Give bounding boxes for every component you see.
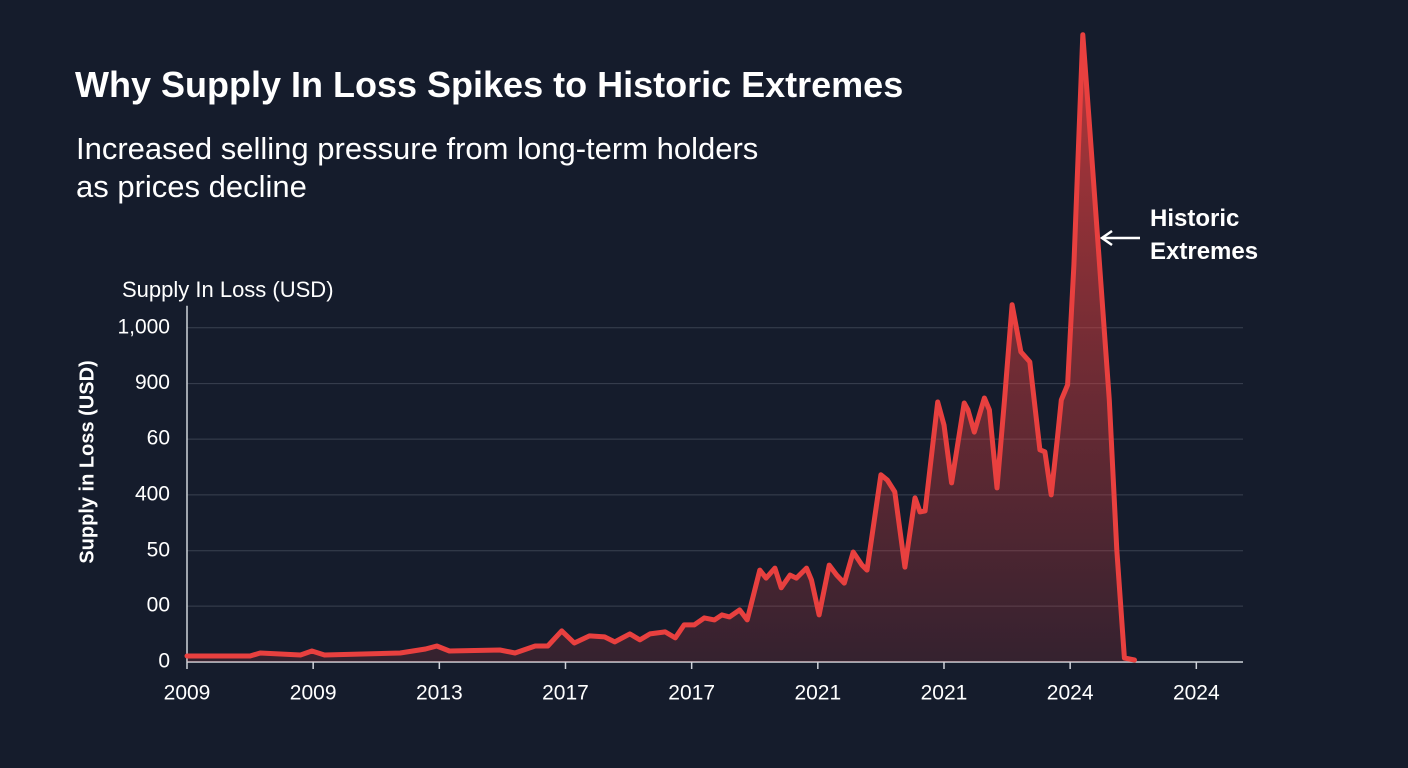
axis-title: Supply In Loss (USD) xyxy=(122,277,334,302)
x-tick-label: 2021 xyxy=(794,682,841,705)
x-tick-label: 2017 xyxy=(668,682,715,705)
annotation: Historic Extremes xyxy=(1150,205,1259,265)
y-axis-label: Supply in Loss (USD) xyxy=(76,360,98,563)
subtitle: Increased selling pressure from long-ter… xyxy=(76,131,759,204)
x-tick-label: 2017 xyxy=(542,682,589,705)
y-tick-label: 0 xyxy=(158,650,170,673)
x-tick-label: 2013 xyxy=(416,682,463,705)
y-tick-label: 60 xyxy=(147,427,170,450)
x-tick-label: 2024 xyxy=(1047,682,1094,705)
x-tick-label: 2009 xyxy=(290,682,337,705)
x-tick-label: 2009 xyxy=(164,682,211,705)
y-tick-label: 400 xyxy=(135,482,170,505)
annotation-arrowhead xyxy=(1099,229,1113,247)
y-tick-label: 1,000 xyxy=(117,315,170,338)
x-tick-label: 2021 xyxy=(921,682,968,705)
line xyxy=(184,32,1137,663)
area xyxy=(187,34,1135,662)
y-tick-label: 00 xyxy=(147,594,170,617)
x-tick-label: 2024 xyxy=(1173,682,1220,705)
title: Why Supply In Loss Spikes to Historic Ex… xyxy=(75,64,904,105)
y-tick-label: 900 xyxy=(135,371,170,394)
y-tick-label: 50 xyxy=(147,538,170,561)
